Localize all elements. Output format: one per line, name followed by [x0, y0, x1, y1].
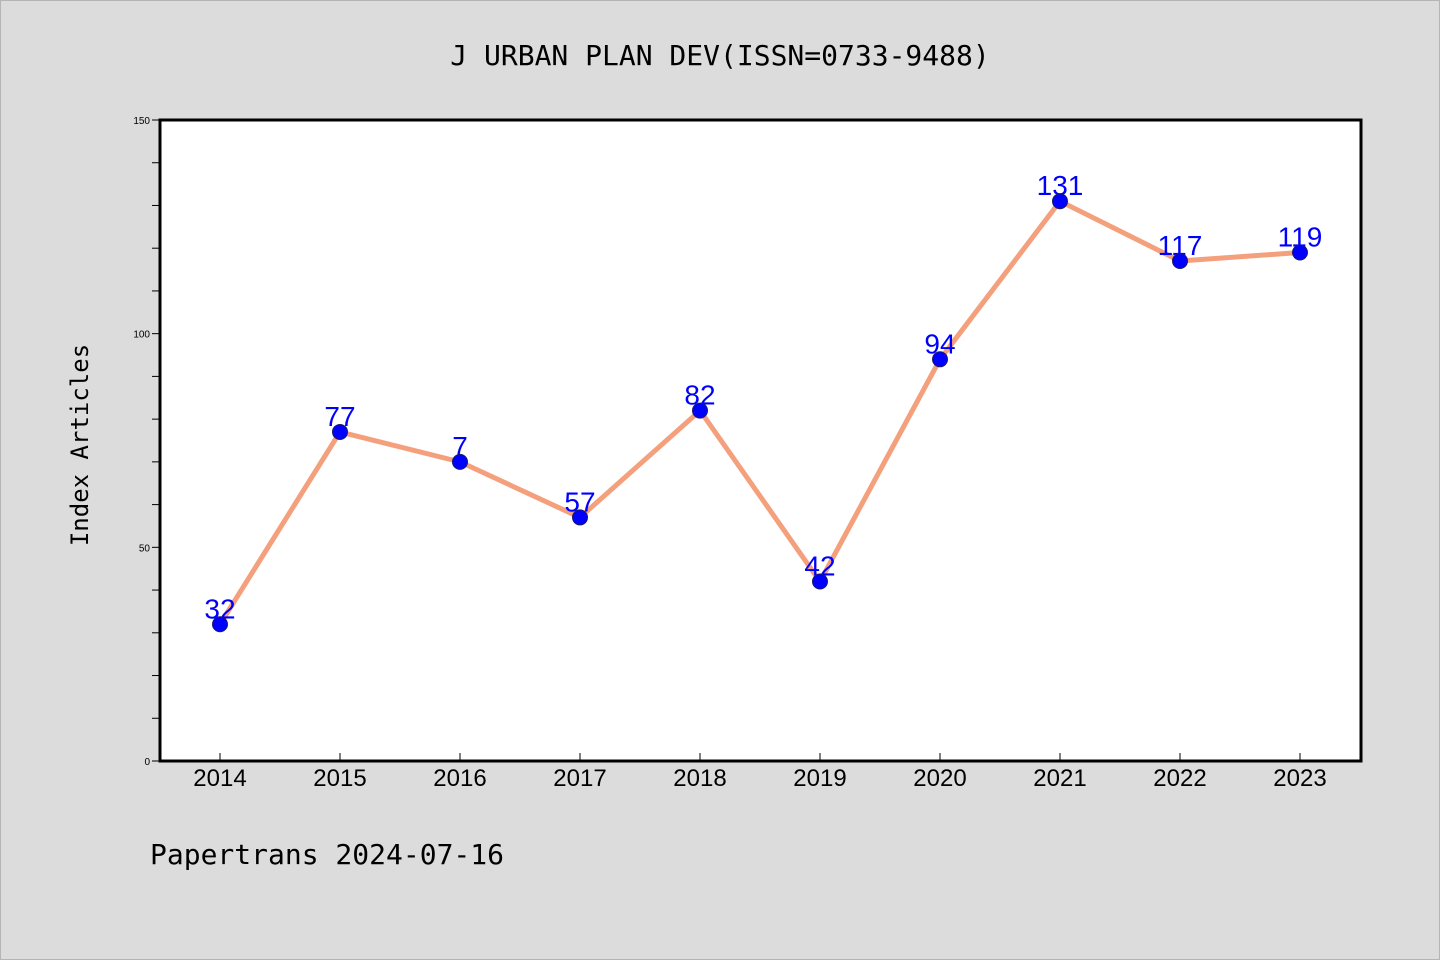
- data-point: [932, 351, 948, 368]
- y-tick-label: 50: [139, 543, 151, 554]
- x-tick-label: 2021: [1033, 765, 1086, 792]
- data-points: [212, 193, 1308, 633]
- data-point: [1172, 253, 1188, 270]
- data-point: [692, 402, 708, 419]
- data-point: [572, 509, 588, 526]
- x-tick-label: 2018: [673, 765, 726, 792]
- data-point: [332, 423, 348, 440]
- series-line: [217, 198, 1303, 627]
- chart-title: J URBAN PLAN DEV(ISSN=0733-9488): [450, 39, 989, 72]
- data-point: [1292, 244, 1308, 261]
- x-tick-label: 2019: [793, 765, 846, 792]
- x-tick-label: 2014: [193, 765, 246, 792]
- x-tick-label: 2023: [1273, 765, 1326, 792]
- x-tick-label: 2016: [433, 765, 486, 792]
- x-tick-label: 2017: [553, 765, 606, 792]
- plot-area: [158, 118, 1363, 763]
- y-tick-label: 0: [144, 757, 150, 768]
- x-tick-label: 2015: [313, 765, 366, 792]
- x-tick-label: 2020: [913, 765, 966, 792]
- y-tick-label: 150: [133, 116, 150, 127]
- data-point: [812, 573, 828, 590]
- x-tick-label: 2022: [1153, 765, 1206, 792]
- y-tick-label: 100: [133, 330, 150, 341]
- data-point: [452, 453, 468, 470]
- x-axis: 2014 2015 2016 2017 2018 2019 2020 2021 2022 2023: [193, 753, 1327, 792]
- data-point: [212, 616, 228, 633]
- footer-text: Papertrans 2024-07-16: [150, 838, 504, 871]
- data-label: 7: [452, 431, 468, 462]
- data-point: [1052, 193, 1068, 210]
- y-axis-label: Index Articles: [66, 344, 94, 546]
- y-axis: 0 50 100 150: [133, 116, 160, 768]
- series-line-group: [217, 198, 1303, 627]
